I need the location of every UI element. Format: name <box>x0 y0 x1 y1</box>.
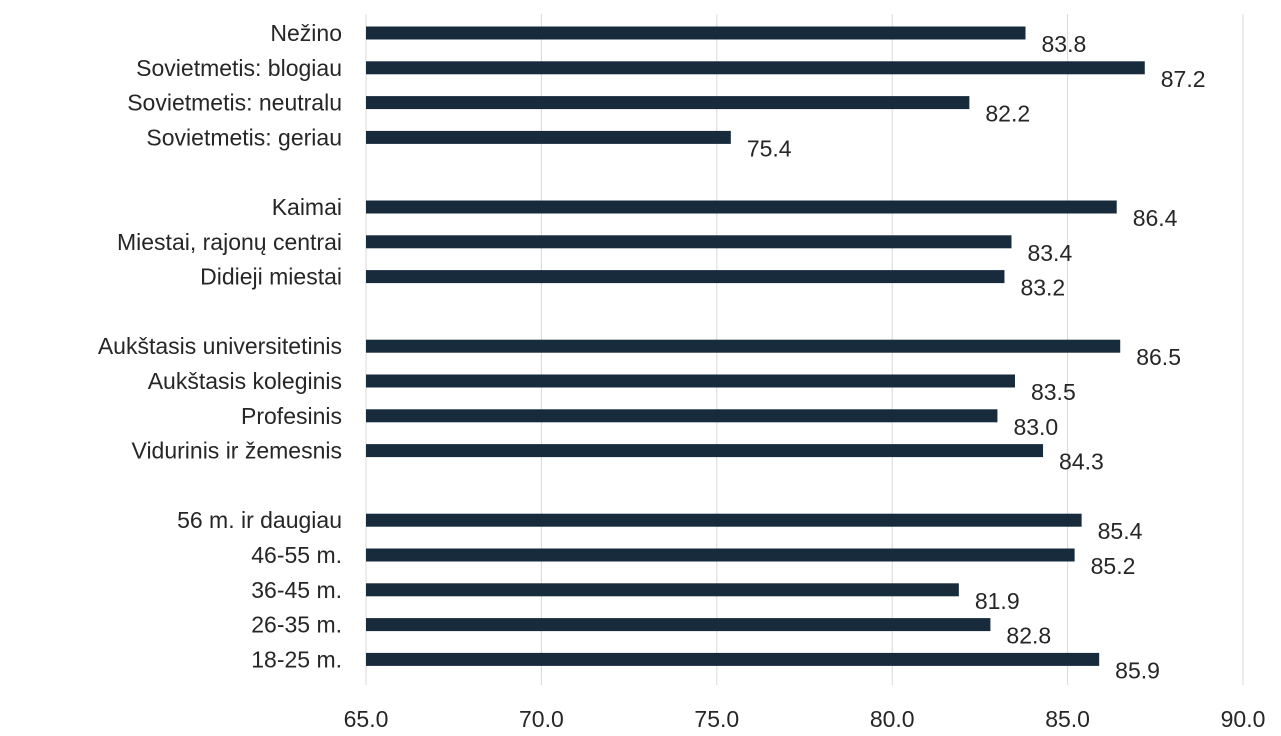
x-tick-label: 85.0 <box>1045 706 1090 732</box>
category-label: Sovietmetis: geriau <box>146 124 342 150</box>
category-label: Vidurinis ir žemesnis <box>132 438 342 464</box>
category-label: Didieji miestai <box>200 264 342 290</box>
x-axis-ticks: 65.0 70.0 75.0 80.0 85.0 90.0 <box>344 706 1266 732</box>
x-tick-label: 80.0 <box>870 706 915 732</box>
data-label: 75.4 <box>747 135 792 161</box>
data-label: 82.2 <box>985 101 1030 127</box>
data-label: 83.5 <box>1031 379 1076 405</box>
bar <box>366 200 1117 214</box>
data-label: 83.2 <box>1020 275 1065 301</box>
bar <box>366 548 1075 562</box>
bar <box>366 130 731 144</box>
data-label: 85.4 <box>1098 518 1143 544</box>
category-label: Nežino <box>270 20 342 46</box>
data-label: 85.9 <box>1115 657 1160 683</box>
bar <box>366 235 1012 249</box>
category-label: Aukštasis koleginis <box>148 368 342 394</box>
category-label: Sovietmetis: neutralu <box>127 90 342 116</box>
value-labels: 83.8 87.2 82.2 75.4 86.4 83.4 83.2 86.5 83.5 83.0… <box>747 31 1206 683</box>
bar <box>366 513 1082 527</box>
category-label: Profesinis <box>241 403 342 429</box>
bar <box>366 270 1005 284</box>
data-label: 83.0 <box>1013 414 1058 440</box>
bar <box>366 61 1145 75</box>
bar <box>366 339 1121 353</box>
data-label: 81.9 <box>975 588 1020 614</box>
bar <box>366 96 970 110</box>
category-label: Aukštasis universitetinis <box>98 333 342 359</box>
data-label: 84.3 <box>1059 449 1104 475</box>
data-label: 85.2 <box>1091 553 1136 579</box>
bar <box>366 652 1100 666</box>
data-label: 82.8 <box>1006 623 1051 649</box>
category-label: 18-25 m. <box>251 646 342 672</box>
bar <box>366 618 991 632</box>
bars <box>366 26 1145 666</box>
category-label: 36-45 m. <box>251 577 342 603</box>
category-label: Miestai, rajonų centrai <box>117 229 342 255</box>
data-label: 83.4 <box>1027 240 1072 266</box>
x-tick-label: 70.0 <box>519 706 564 732</box>
category-label: Kaimai <box>272 194 342 220</box>
x-tick-label: 90.0 <box>1221 706 1266 732</box>
bar <box>366 374 1015 388</box>
data-label: 86.4 <box>1133 205 1178 231</box>
bar <box>366 409 998 423</box>
category-label: 56 m. ir daugiau <box>177 507 342 533</box>
bar <box>366 583 959 597</box>
x-tick-label: 65.0 <box>344 706 389 732</box>
data-label: 87.2 <box>1161 66 1206 92</box>
category-label: Sovietmetis: blogiau <box>136 55 342 81</box>
bar <box>366 26 1026 40</box>
data-label: 86.5 <box>1136 344 1181 370</box>
category-labels: Nežino Sovietmetis: blogiau Sovietmetis: n… <box>98 20 342 672</box>
bar <box>366 444 1044 458</box>
category-label: 46-55 m. <box>251 542 342 568</box>
x-tick-label: 75.0 <box>694 706 739 732</box>
category-label: 26-35 m. <box>251 612 342 638</box>
data-label: 83.8 <box>1042 31 1087 57</box>
